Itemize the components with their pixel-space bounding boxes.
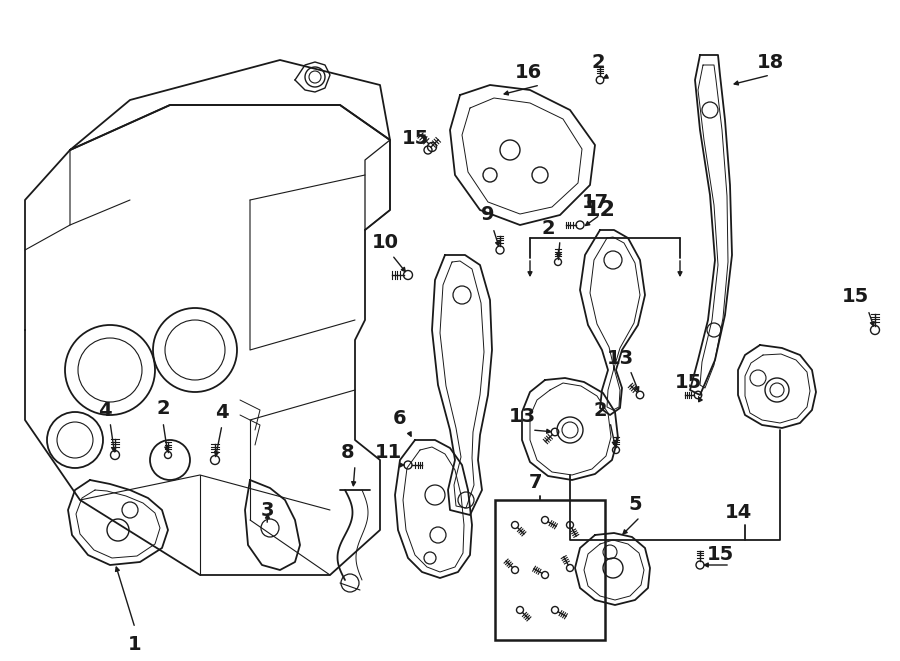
Text: 4: 4 xyxy=(215,403,229,422)
Text: 6: 6 xyxy=(393,408,407,428)
Bar xyxy=(495,500,605,640)
Text: 16: 16 xyxy=(515,63,542,81)
Text: 10: 10 xyxy=(372,233,399,251)
Text: 13: 13 xyxy=(607,348,634,368)
Text: 2: 2 xyxy=(593,401,607,420)
Text: 11: 11 xyxy=(374,442,401,461)
Text: 13: 13 xyxy=(508,407,536,426)
Text: 4: 4 xyxy=(98,401,112,420)
Text: 15: 15 xyxy=(706,545,733,564)
Text: 2: 2 xyxy=(541,219,554,237)
Text: 8: 8 xyxy=(341,444,355,463)
Text: 5: 5 xyxy=(628,496,642,514)
Text: 15: 15 xyxy=(401,128,428,147)
Text: 7: 7 xyxy=(528,473,542,492)
Text: 9: 9 xyxy=(482,206,495,225)
Text: 14: 14 xyxy=(724,502,751,522)
Text: 1: 1 xyxy=(128,635,142,654)
Text: 17: 17 xyxy=(581,192,608,212)
Text: 15: 15 xyxy=(674,373,702,391)
Text: 3: 3 xyxy=(260,500,274,520)
Text: 15: 15 xyxy=(842,286,868,305)
Text: 2: 2 xyxy=(591,52,605,71)
Text: 2: 2 xyxy=(157,399,170,418)
Text: 12: 12 xyxy=(585,200,616,220)
Text: 18: 18 xyxy=(756,52,784,71)
